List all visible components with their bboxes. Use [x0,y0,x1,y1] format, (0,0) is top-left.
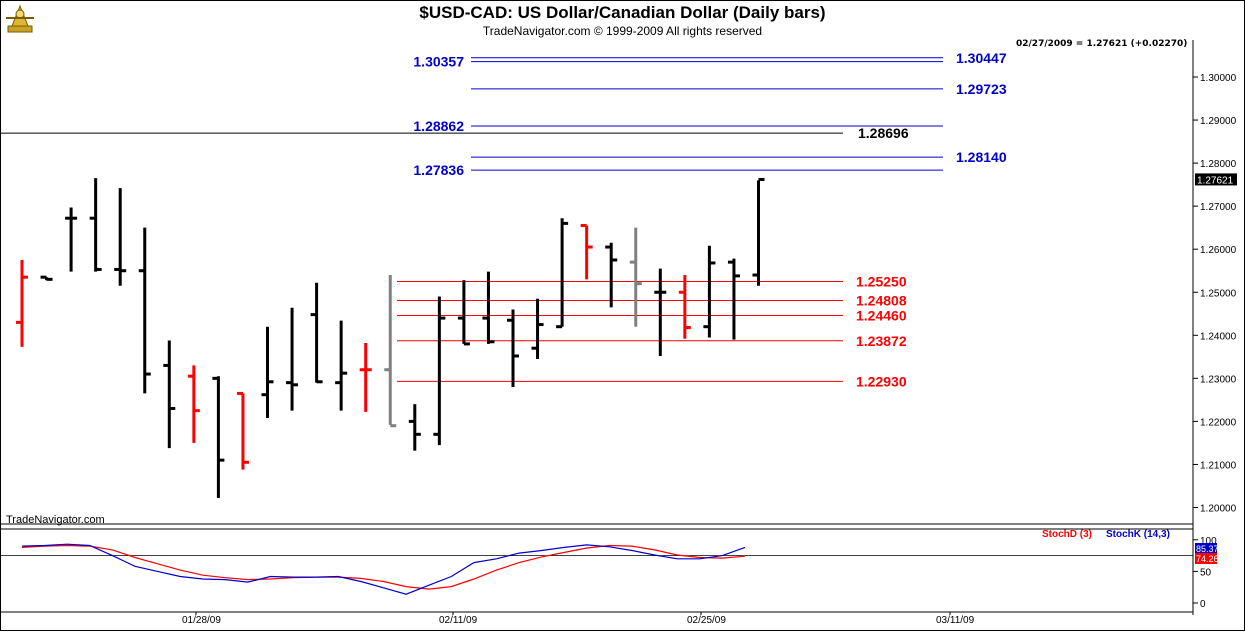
ohlc-bar [408,404,421,451]
price-tick-label: 1.24000 [1200,331,1237,342]
stoch-tick-label: 50 [1200,567,1212,578]
ohlc-bar [752,177,765,286]
level-label: 1.24808 [856,293,907,309]
chart-title: $USD-CAD: US Dollar/Canadian Dollar (Dai… [419,3,826,22]
level-label: 1.23872 [856,333,907,349]
ohlc-bar [65,207,78,272]
ohlc-bar [605,242,618,308]
level-label: 1.28862 [413,118,464,134]
price-tick-label: 1.26000 [1200,245,1237,256]
level-label: 1.28696 [858,125,909,141]
level-label: 1.25250 [856,273,907,289]
panel-frames [0,40,1194,615]
ohlc-bar [286,307,299,411]
ohlc-bar [384,275,397,428]
ohlc-bar [114,188,127,286]
legend-stoch-d: StochD (3) [1042,529,1092,540]
level-label: 1.30447 [956,50,1007,66]
ohlc-bar [163,340,176,449]
ohlc-bar [89,178,102,272]
stoch-k-line [21,543,746,595]
ohlc-bar [580,224,593,280]
price-tick-label: 1.29000 [1200,116,1237,127]
ohlc-bar [310,282,323,384]
price-tick-label: 1.25000 [1200,288,1237,299]
stoch-d-last-box [1195,553,1217,564]
legend-stoch-k: StochK (14,3) [1106,529,1170,540]
price-tick-label: 1.22000 [1200,417,1237,428]
tradenavigator-logo-icon [4,4,36,39]
level-label: 1.27836 [413,162,464,178]
date-axis: 01/28/09 02/11/09 02/25/09 03/11/09 [182,612,975,626]
ohlc-bar [187,365,200,443]
level-label: 1.22930 [856,373,907,389]
ohlc-bar [457,280,470,346]
ohlc-bar [40,275,53,281]
ohlc-bar [261,326,274,418]
price-tick-label: 1.30000 [1200,73,1237,84]
ohlc-bar [236,391,249,470]
ohlc-bar [654,268,667,356]
last-price-box [1195,173,1237,186]
ohlc-bar [629,227,642,327]
date-tick-label: 02/25/09 [687,615,726,626]
stoch-d-last-value: 74.26 [1196,554,1219,564]
ohlc-bar [359,343,372,412]
level-lines: 1.30357 1.30447 1.29723 1.28862 1.28696 1.281… [1,50,1007,389]
price-tick-label: 1.27000 [1200,202,1237,213]
level-label: 1.24460 [856,307,907,323]
stoch-k-last-value: 85.37 [1196,544,1219,554]
stoch-d-line [21,544,746,590]
ohlc-bar [556,218,569,329]
chart-subtitle: TradeNavigator.com © 1999-2009 All right… [482,24,763,38]
stoch-tick-label: 100 [1200,536,1217,547]
price-tick-label: 1.23000 [1200,374,1237,385]
level-label: 1.28140 [956,149,1007,165]
ohlc-bar [16,259,28,347]
price-tick-label: 1.28000 [1200,159,1237,170]
date-tick-label: 02/11/09 [439,615,478,626]
price-readout: 02/27/2009 = 1.27621 (+0.02270) [1016,39,1188,49]
price-axis: 1.20000 1.21000 1.22000 1.23000 1.24000 1.250… [1193,73,1237,515]
level-label: 1.29723 [956,81,1007,97]
ohlc-bar [335,320,348,411]
watermark: TradeNavigator.com [6,514,105,526]
date-tick-label: 03/11/09 [936,615,975,626]
ohlc-bar [433,296,446,446]
ohlc-bar [212,376,225,499]
ohlc-bar [138,227,151,394]
price-tick-label: 1.20000 [1200,504,1237,515]
ohlc-bar [531,298,544,359]
ohlc-bar [678,275,691,339]
date-tick-label: 01/28/09 [182,615,221,626]
stoch-k-last-box [1195,543,1217,554]
ohlc-bar [703,245,716,338]
level-label: 1.30357 [413,54,464,70]
price-bars [16,177,765,499]
stoch-tick-label: 0 [1200,599,1206,610]
price-tick-label: 1.21000 [1200,460,1237,471]
ohlc-bar [507,309,519,387]
ohlc-bar [482,271,495,344]
ohlc-bar [727,258,740,340]
last-price-label: 1.27621 [1197,175,1234,186]
